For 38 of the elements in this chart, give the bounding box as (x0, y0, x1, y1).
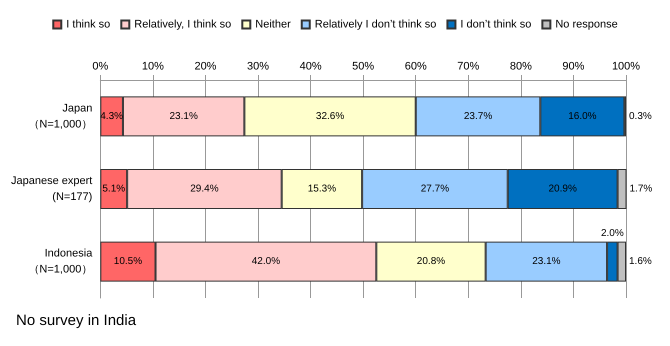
legend-label: Neither (255, 18, 292, 30)
data-label: 16.0% (568, 110, 597, 122)
legend-label: No response (555, 18, 618, 30)
legend-label: I don’t think so (460, 18, 532, 30)
legend-label: I think so (66, 18, 110, 30)
data-label: 23.7% (464, 110, 492, 122)
x-tick-label: 100% (612, 60, 640, 72)
data-label: 32.6% (316, 110, 344, 122)
data-label: 0.3% (629, 110, 652, 122)
x-tick-label: 70% (457, 60, 480, 72)
legend-label: Relatively I don’t think so (314, 18, 436, 30)
data-label: 23.1% (532, 256, 561, 268)
data-label: 42.0% (252, 256, 280, 268)
data-label: 2.0% (600, 228, 624, 240)
text: No survey in India (16, 312, 137, 329)
x-tick-label: 20% (194, 60, 217, 72)
y-tick-label: Indonesia （N=1,000） (28, 248, 94, 276)
y-tick-label: Japan （N=1,000） (28, 102, 92, 130)
data-label: 29.4% (190, 184, 219, 194)
x-tick-label: 10% (142, 60, 164, 72)
data-label: 20.8% (416, 256, 446, 268)
legend-label: Relatively, I think so (134, 18, 232, 30)
y-tick-label: Japanese expert (N=177) (10, 175, 92, 203)
data-label: 10.5% (114, 256, 142, 268)
data-label: 23.1% (169, 110, 198, 122)
data-label: 27.7% (420, 184, 450, 194)
x-tick-label: 80% (510, 60, 532, 72)
x-tick-label: 0% (92, 60, 108, 72)
data-label: 1.7% (630, 184, 652, 194)
x-tick-label: 50% (352, 60, 374, 72)
data-label: 15.3% (308, 184, 336, 194)
x-tick-label: 40% (300, 60, 322, 72)
data-label: 5.1% (102, 184, 126, 194)
data-label: 20.9% (548, 184, 577, 194)
x-tick-label: 30% (247, 60, 270, 72)
data-label: 1.6% (629, 256, 652, 268)
x-tick-label: 90% (562, 60, 585, 72)
x-tick-label: 60% (404, 60, 427, 72)
